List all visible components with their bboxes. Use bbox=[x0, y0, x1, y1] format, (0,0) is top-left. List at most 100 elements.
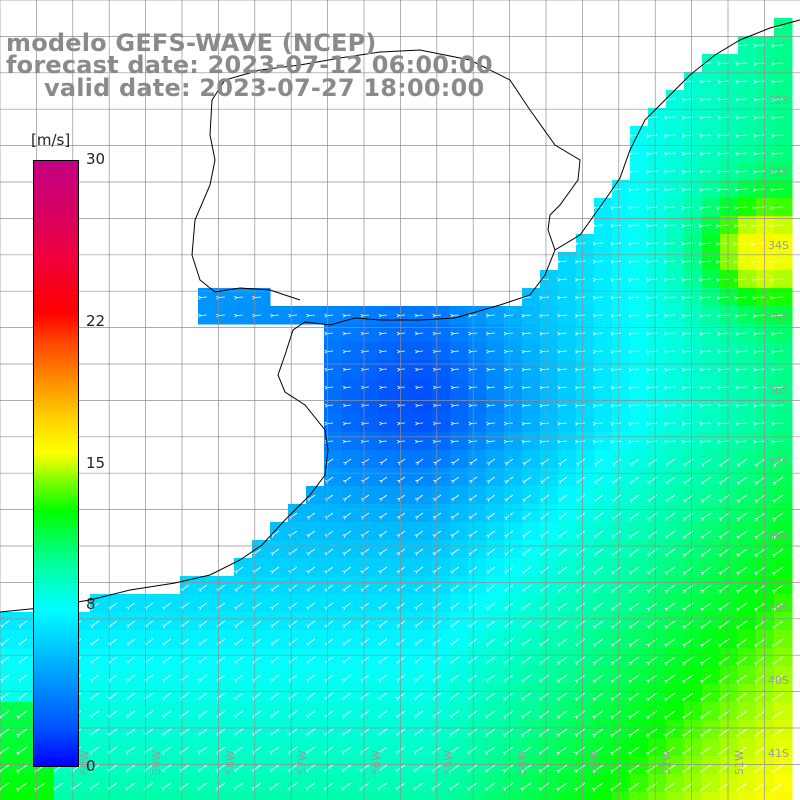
wind-speed-cell bbox=[162, 792, 181, 800]
wind-speed-cell bbox=[738, 342, 757, 361]
wind-speed-cell bbox=[630, 684, 649, 703]
wind-speed-cell bbox=[756, 306, 775, 325]
wind-speed-cell bbox=[612, 594, 631, 613]
wind-speed-cell bbox=[378, 360, 397, 379]
wind-arrow bbox=[161, 782, 172, 791]
wind-speed-cell bbox=[720, 108, 739, 127]
wind-speed-cell bbox=[486, 630, 505, 649]
wind-arrow bbox=[735, 620, 748, 630]
wind-speed-cell bbox=[702, 612, 721, 631]
wind-speed-cell bbox=[288, 594, 307, 613]
wind-arrow bbox=[379, 385, 388, 390]
wind-speed-cell bbox=[612, 288, 631, 307]
wind-speed-cell bbox=[180, 612, 199, 631]
wind-arrow bbox=[575, 458, 586, 467]
wind-speed-cell bbox=[630, 540, 649, 559]
wind-arrow bbox=[716, 296, 730, 300]
wind-speed-cell bbox=[54, 792, 73, 800]
wind-speed-cell bbox=[162, 594, 181, 613]
wind-arrow bbox=[414, 494, 424, 502]
wind-arrow bbox=[751, 224, 766, 228]
wind-speed-cell bbox=[486, 576, 505, 595]
wind-speed-cell bbox=[360, 792, 379, 800]
wind-arrow bbox=[197, 674, 208, 683]
wind-arrow bbox=[735, 116, 748, 120]
wind-speed-cell bbox=[666, 738, 685, 757]
wind-arrow bbox=[663, 224, 676, 228]
wind-speed-cell bbox=[720, 450, 739, 469]
wind-arrow bbox=[342, 512, 352, 520]
wind-arrow bbox=[89, 746, 100, 755]
wind-speed-cell bbox=[468, 630, 487, 649]
wind-arrow bbox=[646, 584, 658, 593]
wind-speed-cell bbox=[486, 720, 505, 739]
wind-speed-cell bbox=[756, 684, 775, 703]
wind-speed-cell bbox=[234, 306, 253, 325]
wind-speed-cell bbox=[720, 216, 739, 235]
wind-speed-cell bbox=[270, 594, 289, 613]
wind-speed-cell bbox=[774, 306, 793, 325]
wind-speed-cell bbox=[234, 648, 253, 667]
wind-arrow bbox=[467, 656, 478, 665]
wind-speed-cell bbox=[144, 702, 163, 721]
wind-arrow bbox=[414, 584, 424, 592]
wind-arrow bbox=[628, 440, 640, 444]
wind-speed-cell bbox=[738, 414, 757, 433]
wind-speed-cell bbox=[108, 594, 127, 613]
wind-arrow bbox=[449, 620, 460, 629]
valid-date: valid date: 2023-07-27 18:00:00 bbox=[44, 74, 485, 102]
wind-arrow bbox=[520, 746, 532, 755]
wind-speed-cell bbox=[594, 324, 613, 343]
wind-speed-cell bbox=[558, 792, 577, 800]
wind-arrow bbox=[772, 458, 784, 468]
wind-speed-cell bbox=[270, 558, 289, 577]
wind-speed-cell bbox=[738, 144, 757, 163]
wind-arrow bbox=[468, 439, 478, 444]
wind-speed-cell bbox=[666, 558, 685, 577]
wind-arrow bbox=[754, 530, 766, 540]
wind-arrow bbox=[646, 602, 658, 612]
wind-arrow bbox=[125, 782, 136, 791]
wind-arrow bbox=[574, 296, 586, 300]
wind-arrow bbox=[699, 350, 712, 354]
wind-speed-cell bbox=[648, 144, 667, 163]
wind-speed-cell bbox=[450, 666, 469, 685]
wind-arrow bbox=[342, 385, 352, 390]
wind-arrow bbox=[646, 710, 658, 720]
wind-arrow bbox=[611, 494, 622, 503]
wind-arrow bbox=[628, 332, 640, 336]
wind-speed-cell bbox=[756, 324, 775, 343]
wind-speed-cell bbox=[126, 756, 145, 775]
wind-arrow bbox=[700, 548, 712, 558]
wind-arrow bbox=[769, 224, 784, 228]
wind-speed-cell bbox=[486, 504, 505, 523]
wind-speed-cell bbox=[648, 702, 667, 721]
wind-speed-cell bbox=[450, 540, 469, 559]
wind-speed-cell bbox=[594, 198, 613, 217]
wind-speed-cell bbox=[720, 162, 739, 181]
wind-speed-cell bbox=[594, 720, 613, 739]
wind-speed-cell bbox=[594, 486, 613, 505]
wind-arrow bbox=[467, 710, 478, 719]
wind-speed-cell bbox=[666, 792, 685, 800]
wind-speed-cell bbox=[774, 468, 793, 487]
latitude-label: 37S bbox=[768, 456, 789, 469]
wind-speed-cell bbox=[216, 774, 235, 793]
wind-speed-cell bbox=[756, 72, 775, 91]
wind-arrow bbox=[269, 782, 280, 791]
wind-arrow bbox=[306, 566, 316, 574]
wind-arrow bbox=[270, 566, 280, 574]
wind-arrow bbox=[769, 260, 784, 264]
wind-speed-cell bbox=[774, 738, 793, 757]
wind-arrow bbox=[504, 512, 514, 520]
wind-arrow bbox=[753, 62, 766, 66]
wind-speed-cell bbox=[684, 108, 703, 127]
wind-speed-cell bbox=[720, 180, 739, 199]
wind-speed-cell bbox=[486, 486, 505, 505]
wind-speed-cell bbox=[756, 126, 775, 145]
wind-arrow bbox=[735, 728, 748, 738]
wind-speed-cell bbox=[738, 612, 757, 631]
wind-speed-cell bbox=[774, 414, 793, 433]
wind-arrow bbox=[17, 638, 28, 647]
wind-arrow bbox=[753, 368, 766, 372]
